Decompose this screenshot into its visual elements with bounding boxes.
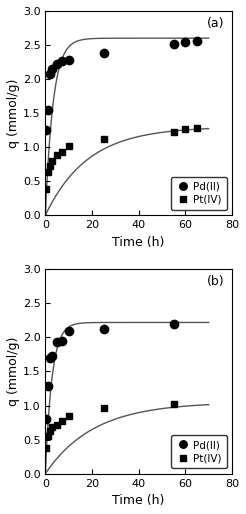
Pt(IV)	[51, 158, 54, 164]
Y-axis label: q (mmol/g): q (mmol/g)	[7, 337, 20, 406]
Pd(II)	[51, 66, 54, 72]
Line: Pd(II): Pd(II)	[42, 320, 178, 424]
Pt(IV)	[184, 126, 187, 133]
Pt(IV)	[46, 169, 49, 175]
Pd(II)	[45, 416, 48, 422]
Pd(II)	[102, 326, 105, 333]
Pt(IV)	[51, 424, 54, 430]
X-axis label: Time (h): Time (h)	[112, 235, 165, 249]
Line: Pt(IV): Pt(IV)	[43, 124, 200, 193]
Pd(II)	[51, 353, 54, 359]
Text: (b): (b)	[207, 276, 225, 288]
Pt(IV)	[67, 413, 70, 419]
Line: Pt(IV): Pt(IV)	[43, 401, 177, 451]
Pt(IV)	[172, 129, 175, 135]
Pt(IV)	[56, 152, 59, 158]
Pd(II)	[48, 70, 51, 77]
Pt(IV)	[48, 428, 51, 434]
Pt(IV)	[60, 417, 63, 424]
Line: Pd(II): Pd(II)	[42, 36, 201, 134]
Pt(IV)	[56, 421, 59, 428]
Pt(IV)	[172, 401, 175, 407]
Pt(IV)	[48, 163, 51, 169]
X-axis label: Time (h): Time (h)	[112, 494, 165, 507]
Pd(II)	[172, 41, 175, 47]
Pt(IV)	[45, 445, 48, 451]
Pt(IV)	[67, 143, 70, 149]
Pt(IV)	[102, 405, 105, 411]
Pd(II)	[196, 38, 199, 44]
Pd(II)	[56, 61, 59, 67]
Pd(II)	[46, 383, 49, 390]
Pt(IV)	[46, 433, 49, 439]
Pt(IV)	[45, 186, 48, 192]
Pd(II)	[60, 338, 63, 344]
Pd(II)	[67, 327, 70, 334]
Pt(IV)	[60, 149, 63, 155]
Legend: Pd(II), Pt(IV): Pd(II), Pt(IV)	[171, 176, 227, 210]
Pd(II)	[46, 106, 49, 113]
Pd(II)	[184, 39, 187, 45]
Text: (a): (a)	[207, 17, 225, 30]
Legend: Pd(II), Pt(IV): Pd(II), Pt(IV)	[171, 435, 227, 468]
Pd(II)	[45, 127, 48, 133]
Pt(IV)	[196, 125, 199, 131]
Y-axis label: q (mmol/g): q (mmol/g)	[7, 79, 20, 148]
Pd(II)	[56, 339, 59, 345]
Pd(II)	[102, 50, 105, 56]
Pd(II)	[172, 321, 175, 327]
Pt(IV)	[102, 136, 105, 142]
Pd(II)	[67, 57, 70, 63]
Pd(II)	[60, 58, 63, 64]
Pd(II)	[48, 355, 51, 361]
